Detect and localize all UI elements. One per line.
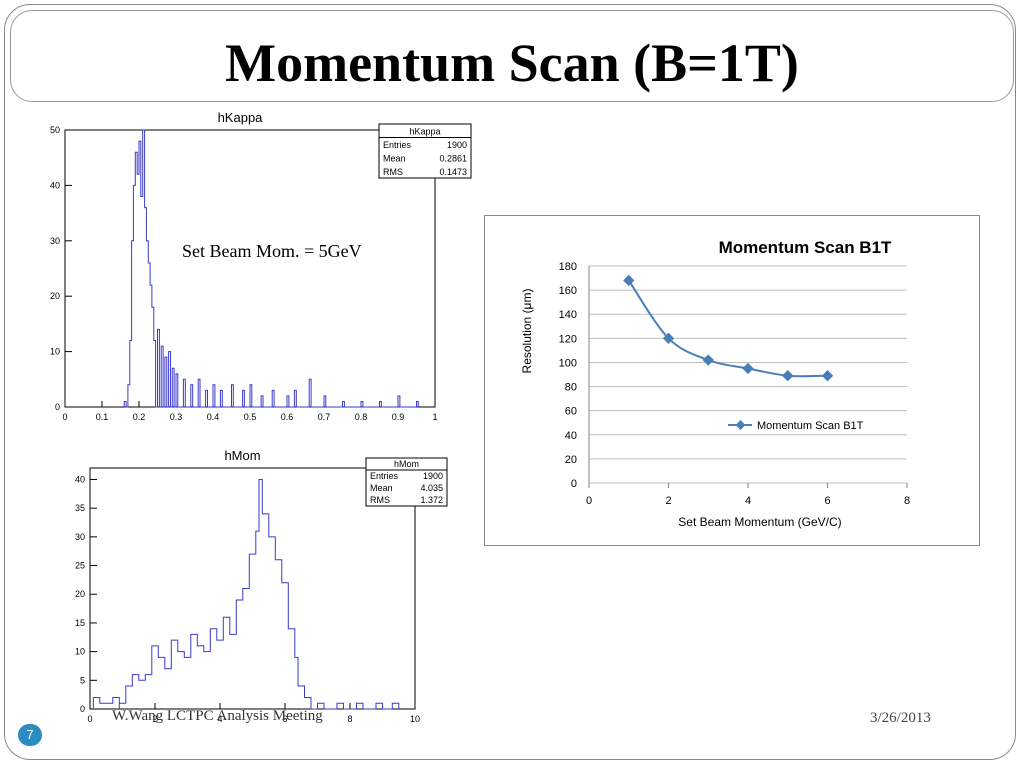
title-box: [10, 10, 1014, 102]
page-number-badge: 7: [18, 724, 42, 746]
footer-date: 3/26/2013: [870, 710, 931, 726]
beam-momentum-annotation: Set Beam Mom. = 5GeV: [182, 241, 362, 261]
footer-author: W.Wang LCTPC Analysis Meeting: [112, 708, 323, 724]
slide-frame: [4, 4, 1016, 760]
slide-title: Momentum Scan (B=1T): [225, 33, 799, 93]
momentum-scan-chart-box: [484, 215, 980, 546]
